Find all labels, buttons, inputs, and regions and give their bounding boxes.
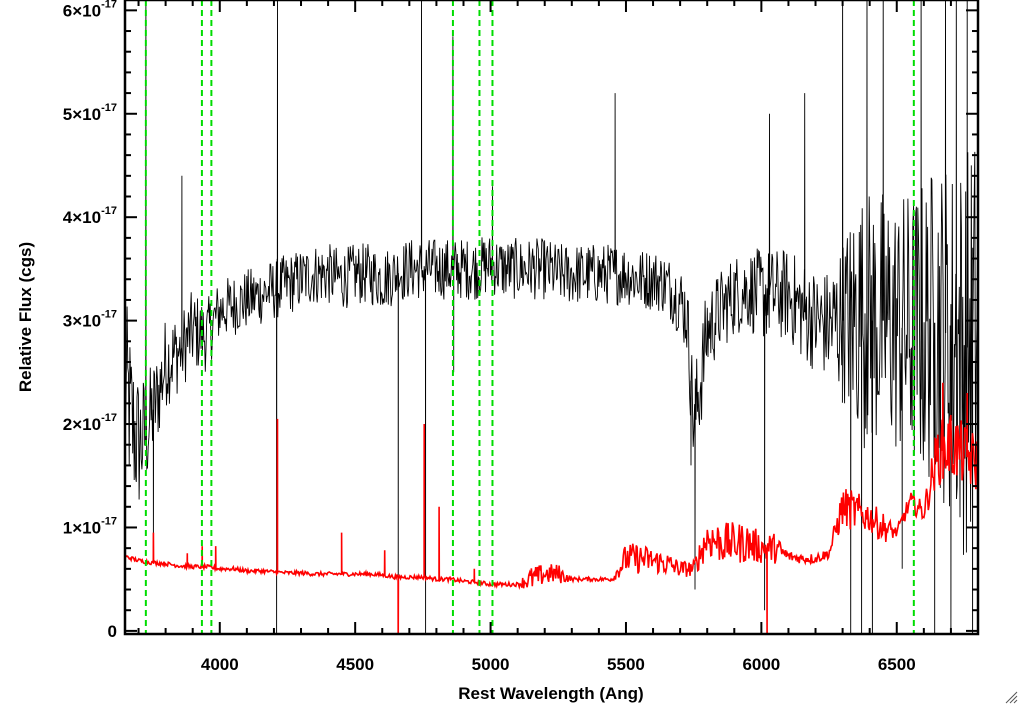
model-line-red (125, 382, 978, 634)
y-tick-label: 2×10-17 (63, 412, 117, 434)
x-tick-label: 4000 (201, 655, 239, 674)
y-tick-label: 6×10-17 (63, 0, 117, 20)
y-tick-label: 0 (108, 622, 117, 641)
x-tick-label: 4500 (336, 655, 374, 674)
y-axis-title: Relative Flux (cgs) (16, 242, 35, 392)
y-tick-label: 3×10-17 (63, 309, 117, 331)
x-tick-label: 6000 (742, 655, 780, 674)
axis-ticks (125, 0, 979, 634)
plot-frame (123, 0, 980, 636)
y-tick-label: 5×10-17 (63, 102, 117, 124)
x-tick-label: 5500 (607, 655, 645, 674)
emission-line-markers (144, 0, 915, 634)
series-layer (125, 0, 978, 634)
y-tick-labels: 0 1×10-17 2×10-17 3×10-17 4×10-17 5×10-17 6×10… (63, 0, 117, 641)
x-tick-label: 5000 (472, 655, 510, 674)
x-tick-labels: 4000 4500 5000 5500 6000 6500 (201, 655, 916, 674)
spectrum-line-black (125, 0, 978, 634)
x-axis-title: Rest Wavelength (Ang) (458, 684, 643, 703)
resize-grip-icon[interactable] (1004, 690, 1018, 704)
x-tick-label: 6500 (878, 655, 916, 674)
y-tick-label: 1×10-17 (63, 515, 117, 537)
y-tick-label: 4×10-17 (63, 205, 117, 227)
